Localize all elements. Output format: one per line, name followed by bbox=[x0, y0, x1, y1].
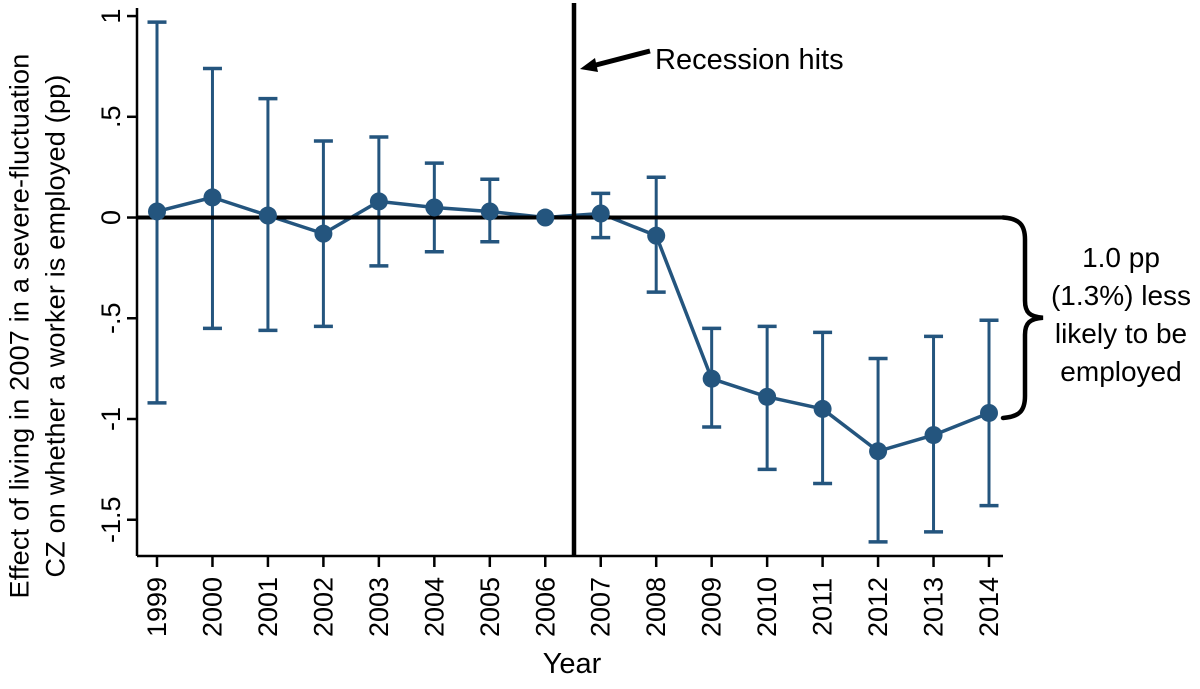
data-point-marker-2014 bbox=[980, 403, 998, 422]
brace-text-line-4: employed bbox=[1060, 356, 1182, 387]
data-point-marker-2007 bbox=[591, 204, 610, 223]
x-axis-tick-label: 2002 bbox=[308, 577, 338, 637]
y-axis-tick-label: -.5 bbox=[96, 303, 126, 335]
y-axis-tick-label: -1.5 bbox=[96, 496, 126, 543]
x-axis-tick-label: 2003 bbox=[364, 577, 394, 637]
recession-annotation-label: Recession hits bbox=[655, 44, 844, 76]
data-point-marker-2009 bbox=[702, 369, 721, 388]
x-axis-tick-label: 2012 bbox=[863, 577, 893, 637]
x-axis-tick-label: 2000 bbox=[197, 577, 227, 637]
x-axis-tick-label: 2014 bbox=[974, 577, 1004, 637]
x-axis-tick-label: 2009 bbox=[697, 577, 727, 637]
brace-text-line-3: likely to be bbox=[1054, 318, 1188, 349]
data-point-marker-2005 bbox=[480, 202, 499, 221]
x-axis-tick-label: 2005 bbox=[475, 577, 505, 637]
brace-text-line-1: 1.0 pp bbox=[1082, 242, 1160, 273]
data-point-marker-2003 bbox=[369, 192, 388, 211]
data-point-marker-2002 bbox=[314, 224, 333, 243]
x-axis-title: Year bbox=[542, 648, 602, 680]
x-axis-tick-label: 1999 bbox=[142, 577, 172, 637]
x-axis-tick-label: 2001 bbox=[253, 577, 283, 637]
data-point-marker-2010 bbox=[758, 387, 777, 406]
data-point-marker-2008 bbox=[647, 226, 666, 245]
x-axis-tick-label: 2010 bbox=[752, 577, 782, 637]
y-axis-tick-label: .5 bbox=[96, 106, 126, 129]
brace-annotation-text: 1.0 pp (1.3%) less likely to be employed bbox=[1044, 239, 1198, 391]
data-point-marker-1999 bbox=[148, 202, 166, 221]
x-axis-tick-label: 2006 bbox=[530, 577, 560, 637]
y-axis-title-line1: Effect of living in 2007 in a severe-flu… bbox=[4, 53, 35, 599]
data-point-marker-2006 bbox=[536, 208, 555, 227]
data-point-marker-2011 bbox=[813, 399, 832, 418]
data-point-marker-2013 bbox=[924, 426, 943, 445]
x-axis-tick-label: 2011 bbox=[808, 578, 838, 636]
data-point-marker-2000 bbox=[203, 188, 222, 207]
recession-arrow-shaft bbox=[593, 48, 651, 68]
data-point-marker-2004 bbox=[425, 198, 444, 217]
y-axis-tick-label: 0 bbox=[96, 210, 126, 225]
x-axis-tick-label: 2007 bbox=[586, 577, 616, 637]
x-axis-tick-label: 2004 bbox=[419, 577, 449, 637]
y-axis-title-line2: CZ on whether a worker is employed (pp) bbox=[40, 74, 71, 578]
y-axis-tick-label: -1 bbox=[96, 407, 126, 431]
brace bbox=[1000, 215, 1044, 421]
recession-arrow-head bbox=[580, 58, 598, 72]
x-axis-tick-label: 2013 bbox=[919, 577, 949, 637]
y-axis-tick-label: 1 bbox=[96, 9, 126, 24]
data-point-marker-2012 bbox=[869, 442, 888, 461]
brace-text-line-2: (1.3%) less bbox=[1050, 280, 1192, 311]
x-axis-tick-label: 2008 bbox=[641, 577, 671, 637]
data-point-marker-2001 bbox=[258, 206, 277, 225]
